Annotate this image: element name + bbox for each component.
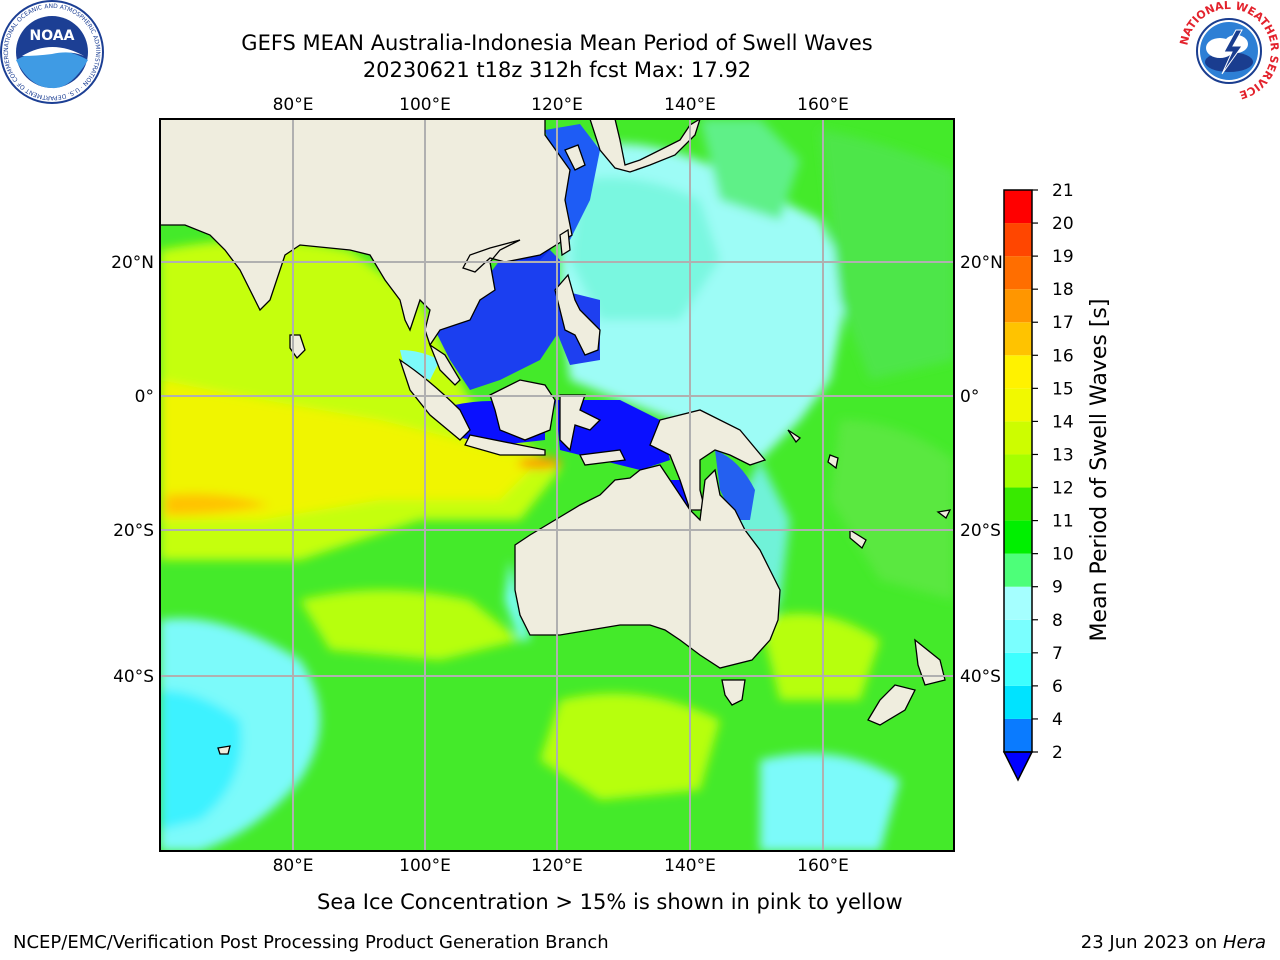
colorbar-tick-label: 2 — [1052, 743, 1063, 763]
lon-tick-bottom-80e: 80°E — [273, 856, 314, 876]
lat-tick-right-0: 0° — [960, 387, 979, 407]
colorbar-tick-label: 14 — [1052, 412, 1074, 432]
colorbar-tick-label: 10 — [1052, 545, 1074, 565]
lon-tick-top-80e: 80°E — [273, 95, 314, 115]
colorbar-tick-label: 6 — [1052, 677, 1063, 697]
colorbar-segment — [1004, 454, 1032, 488]
colorbar-segment — [1004, 256, 1032, 290]
colorbar-segment — [1004, 322, 1032, 356]
colorbar-tick-label: 21 — [1052, 181, 1074, 201]
colorbar-segment — [1004, 652, 1032, 686]
land-masses — [160, 119, 952, 755]
lon-tick-top-120e: 120°E — [531, 95, 583, 115]
colorbar-segment — [1004, 487, 1032, 521]
map-gridlines — [160, 119, 954, 851]
sea-ice-caption: Sea Ice Concentration > 15% is shown in … — [317, 890, 903, 914]
colorbar-segment — [1004, 586, 1032, 620]
forecast-subtitle: 20230621 t18z 312h fcst Max: 17.92 — [362, 58, 752, 82]
map-title: GEFS MEAN Australia-Indonesia Mean Perio… — [241, 31, 873, 55]
colorbar-segment — [1004, 289, 1032, 323]
colorbar-segment — [1004, 388, 1032, 422]
colorbar-tick-label: 7 — [1052, 644, 1063, 664]
colorbar-tick-label: 20 — [1052, 214, 1074, 234]
colorbar-segment — [1004, 223, 1032, 257]
national-weather-service-logo-icon: NATIONAL WEATHER SERVICE — [1178, 0, 1280, 102]
colorbar-segment — [1004, 520, 1032, 554]
lat-tick-right-20s: 20°S — [960, 521, 1001, 541]
colorbar-segment — [1004, 190, 1032, 224]
lon-tick-top-140e: 140°E — [664, 95, 716, 115]
lon-tick-bottom-160e: 160°E — [797, 856, 849, 876]
footer-machine: Hera — [1222, 932, 1266, 953]
colorbar-segment — [1004, 355, 1032, 389]
colorbar-segment — [1004, 718, 1032, 752]
lat-tick-left-40s: 40°S — [113, 667, 154, 687]
lat-tick-left-20s: 20°S — [113, 521, 154, 541]
colorbar-tick-label: 4 — [1052, 710, 1063, 730]
lon-tick-top-160e: 160°E — [797, 95, 849, 115]
lon-tick-bottom-100e: 100°E — [399, 856, 451, 876]
lon-tick-bottom-140e: 140°E — [664, 856, 716, 876]
map-frame — [159, 118, 955, 852]
noaa-logo-text: NOAA — [30, 28, 75, 44]
colorbar-tick-label: 17 — [1052, 313, 1074, 333]
footer-branch: NCEP/EMC/Verification Post Processing Pr… — [13, 932, 609, 953]
lat-tick-left-0: 0° — [135, 387, 154, 407]
colorbar-tick-label: 9 — [1052, 578, 1063, 598]
colorbar: 2 4 6 7 8 9 10 11 12 13 14 15 16 17 18 19 20 21 — [1002, 181, 1074, 782]
colorbar-segment — [1004, 421, 1032, 455]
lon-tick-bottom-120e: 120°E — [531, 856, 583, 876]
colorbar-tick-label: 18 — [1052, 280, 1074, 300]
colorbar-tick-label: 8 — [1052, 611, 1063, 631]
colorbar-segment — [1004, 619, 1032, 653]
lon-tick-top-100e: 100°E — [399, 95, 451, 115]
lat-tick-right-40s: 40°S — [960, 667, 1001, 687]
colorbar-segment — [1004, 685, 1032, 719]
colorbar-tick-label: 15 — [1052, 379, 1074, 399]
colorbar-segment — [1004, 553, 1032, 587]
colorbar-label: Mean Period of Swell Waves [s] — [1087, 299, 1112, 642]
colorbar-tick-label: 12 — [1052, 479, 1074, 499]
colorbar-underflow-arrow — [1002, 751, 1034, 782]
lat-tick-left-20n: 20°N — [111, 253, 154, 273]
footer-date-text: 23 Jun 2023 on — [1080, 932, 1223, 953]
colorbar-tick-label: 19 — [1052, 247, 1074, 267]
lat-tick-right-20n: 20°N — [960, 253, 1003, 273]
footer-date: 23 Jun 2023 on Hera — [1081, 932, 1266, 953]
noaa-logo-icon: NATIONAL OCEANIC AND ATMOSPHERIC ADMINIS… — [0, 0, 104, 104]
colorbar-tick-label: 16 — [1052, 346, 1074, 366]
colorbar-tick-label: 11 — [1052, 512, 1074, 532]
colorbar-tick-label: 13 — [1052, 445, 1074, 465]
colorbar-frame — [1003, 189, 1033, 753]
